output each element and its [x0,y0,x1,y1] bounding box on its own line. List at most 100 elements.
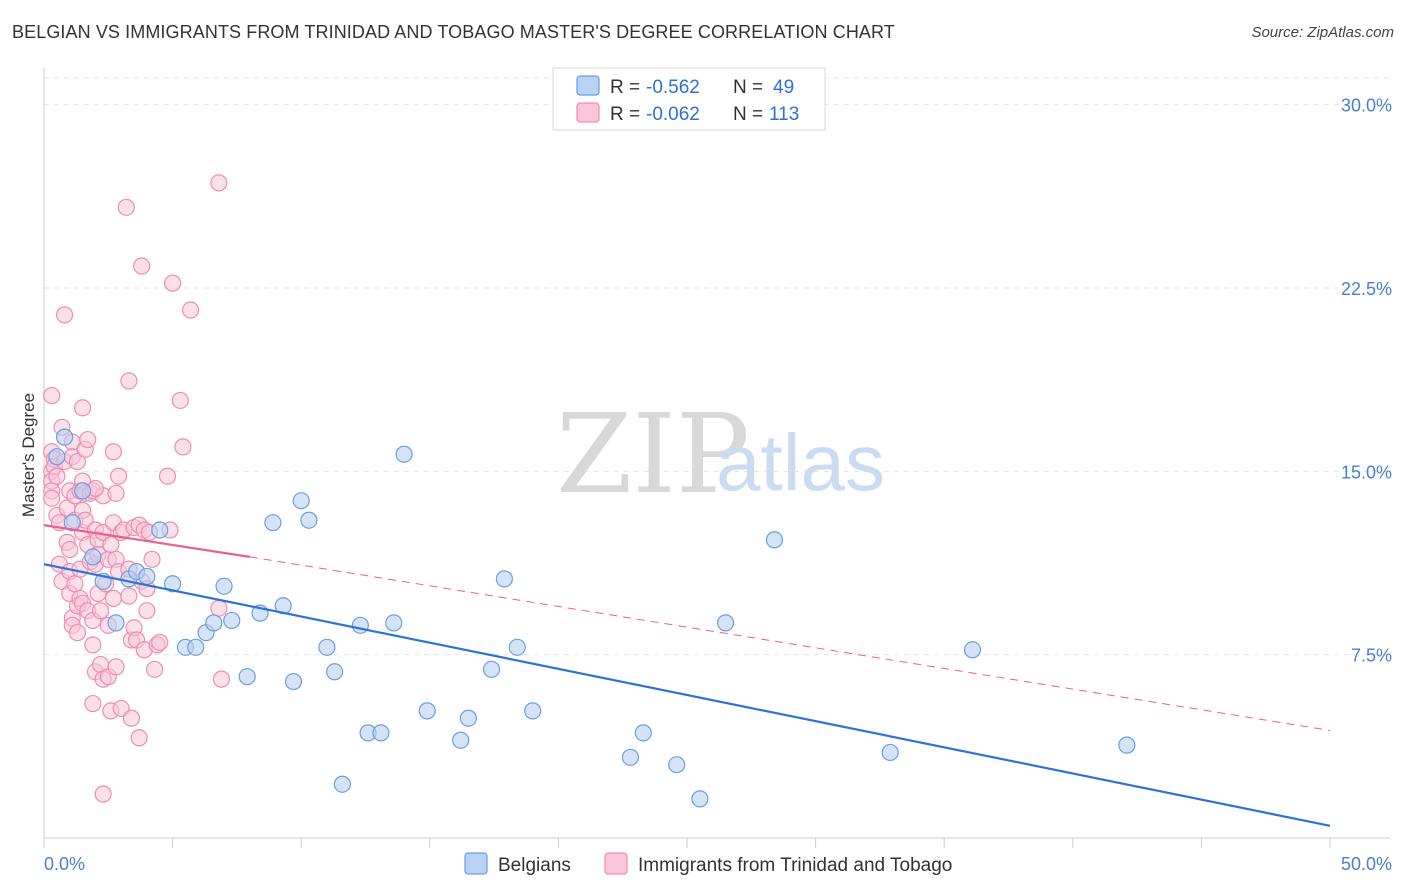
y-tick-label: 15.0% [1341,462,1392,482]
belgians-point [351,616,369,634]
watermark: ZIP atlas [556,390,885,518]
y-tick-label: 30.0% [1341,96,1392,116]
belgians-point [318,638,336,656]
belgians-point [508,638,526,656]
trinidad-point [120,372,138,390]
belgians-point [482,660,501,678]
y-axis-label: Master's Degree [19,393,38,517]
belgians-point [691,790,709,808]
y-tick-labels: 7.5% 15.0% 22.5% 30.0% [1341,96,1392,666]
trinidad-point [117,198,135,216]
belgians-point [84,548,102,566]
belgians-point [205,614,223,632]
trinidad-point [91,602,110,620]
trinidad-point [109,467,128,485]
series-trinidad-points [43,174,231,803]
trinidad-point [171,391,189,410]
belgians-point [223,611,241,630]
belgians-point [73,482,92,500]
belgians-point [63,514,81,532]
belgians-point [881,743,899,762]
belgians-point [634,724,652,742]
belgians-point [495,570,513,588]
belgians-point [524,702,542,720]
legend-n-label-1: N = [733,77,763,98]
trinidad-point [138,602,156,620]
trinidad-point [68,452,87,471]
legend-r-label-2: R = [610,104,640,125]
trinidad-point [94,785,112,803]
bottom-legend-swatch-trinidad [604,852,628,875]
belgians-point [215,577,233,595]
belgians-point [963,641,982,659]
trinidad-point [68,624,87,642]
belgians-point [48,448,66,466]
legend-swatch-belgians [576,75,600,96]
belgians-point [164,575,182,593]
trinidad-point [61,540,79,559]
legend-n-label-2: N = [733,104,763,125]
trinidad-point [84,636,102,654]
trinidad-point [84,694,102,713]
x-tick-label-max: 50.0% [1341,854,1392,874]
belgians-point [264,514,282,532]
y-tick-label: 7.5% [1351,646,1392,666]
trinidad-point [43,386,61,405]
bottom-legend-label-trinidad: Immigrants from Trinidad and Tobago [638,855,952,876]
source-label: Source: ZipAtlas.com [1251,24,1394,41]
belgians-point [716,614,735,632]
trinidad-point [122,709,141,727]
chart-title: BELGIAN VS IMMIGRANTS FROM TRINIDAD AND … [12,22,895,42]
trinidad-point [143,550,161,568]
trinidad-trend-line-dashed [249,556,1331,731]
trinidad-point [210,599,228,617]
trinidad-point [174,438,192,456]
y-tick-label: 22.5% [1341,279,1392,299]
belgians-point [55,428,74,446]
belgians-point [284,672,303,691]
belgians-point [326,663,344,681]
trinidad-point [107,658,125,676]
grid-lines [44,77,1392,656]
trinidad-point [158,467,177,485]
trinidad-point [48,467,66,485]
bottom-legend: Belgians Immigrants from Trinidad and To… [464,852,952,876]
trinidad-point [212,670,231,688]
bottom-legend-swatch-belgians [464,852,488,875]
belgians-point [668,756,686,774]
belgians-point [372,724,390,742]
belgians-point [138,567,156,586]
trinidad-point [120,587,138,605]
trinidad-point [104,443,123,461]
trend-lines [43,524,1331,827]
belgians-point [1118,736,1136,754]
legend-n-value-1: 49 [773,77,794,98]
trinidad-point [73,399,92,417]
belgians-point [151,521,169,539]
belgians-point [459,709,477,727]
belgians-point [765,531,784,549]
legend-r-value-2: -0.062 [646,104,700,125]
trinidad-point [79,430,97,449]
belgians-point [418,702,436,720]
belgians-point [452,731,470,749]
watermark-atlas: atlas [716,418,885,507]
belgians-point [238,668,256,686]
trinidad-point [182,301,200,319]
belgians-point [621,748,640,766]
x-tick-label-min: 0.0% [44,854,85,874]
belgians-point [292,492,310,510]
x-ticks [43,838,1331,848]
trinidad-point [66,575,84,593]
bottom-legend-label-belgians: Belgians [498,855,571,876]
belgians-trend-line [43,563,1331,827]
belgians-point [385,614,403,632]
legend-swatch-trinidad [576,102,600,123]
trinidad-point [145,660,164,678]
trinidad-point [133,257,151,275]
legend-n-value-2: 113 [769,104,799,125]
trinidad-point [104,589,123,608]
belgians-point [333,775,351,793]
belgians-point [187,638,205,656]
